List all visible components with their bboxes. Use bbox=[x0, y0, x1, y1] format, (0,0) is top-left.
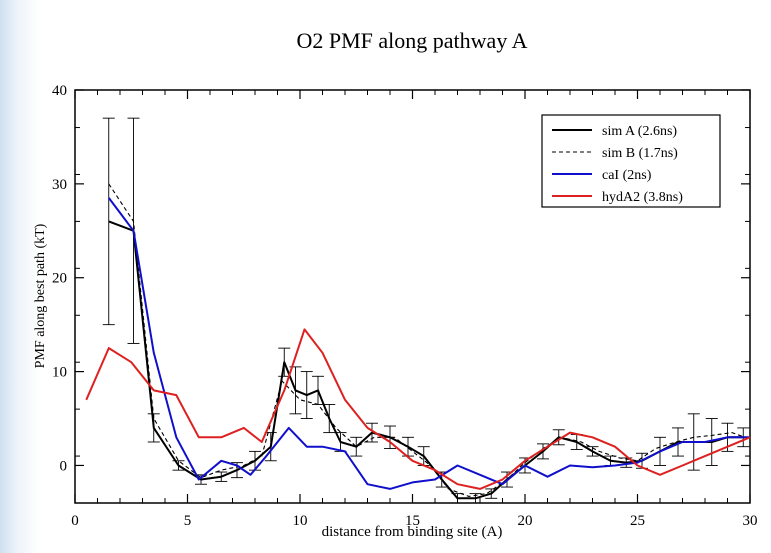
x-tick-label: 0 bbox=[71, 513, 79, 529]
series-line-1 bbox=[108, 183, 751, 497]
legend-label-3: hydA2 (3.8ns) bbox=[602, 190, 683, 205]
series-line-3 bbox=[85, 328, 751, 490]
y-tick-label: 0 bbox=[60, 458, 68, 474]
legend-label-0: sim A (2.6ns) bbox=[602, 124, 677, 139]
legend-label-1: sim B (1.7ns) bbox=[602, 146, 678, 161]
y-tick-label: 20 bbox=[52, 271, 67, 287]
x-tick-label: 5 bbox=[184, 513, 192, 529]
x-tick-label: 20 bbox=[518, 513, 533, 529]
x-tick-label: 15 bbox=[405, 513, 420, 529]
series-3 bbox=[85, 328, 751, 490]
legend-label-2: caI (2ns) bbox=[602, 168, 652, 183]
plot-area bbox=[85, 117, 751, 504]
chart-title: O2 PMF along pathway A bbox=[297, 28, 528, 53]
x-tick-label: 30 bbox=[743, 513, 758, 529]
y-tick-label: 40 bbox=[52, 83, 67, 99]
y-axis-label: PMF along best path (kT) bbox=[33, 223, 48, 368]
y-tick-label: 30 bbox=[52, 177, 67, 193]
series-line-2 bbox=[108, 197, 750, 490]
x-tick-label: 25 bbox=[630, 513, 645, 529]
series-1 bbox=[108, 183, 751, 497]
axes: 0 5 10 15 20 25 30 0 10 20 30 40 bbox=[52, 83, 758, 529]
x-axis-label: distance from binding site (A) bbox=[322, 524, 503, 540]
y-tick-label: 10 bbox=[52, 365, 67, 381]
x-tick-label: 10 bbox=[293, 513, 308, 529]
series-0 bbox=[102, 117, 750, 504]
series-2 bbox=[108, 197, 750, 490]
legend: sim A (2.6ns) sim B (1.7ns) caI (2ns) hydA2… bbox=[541, 114, 721, 208]
